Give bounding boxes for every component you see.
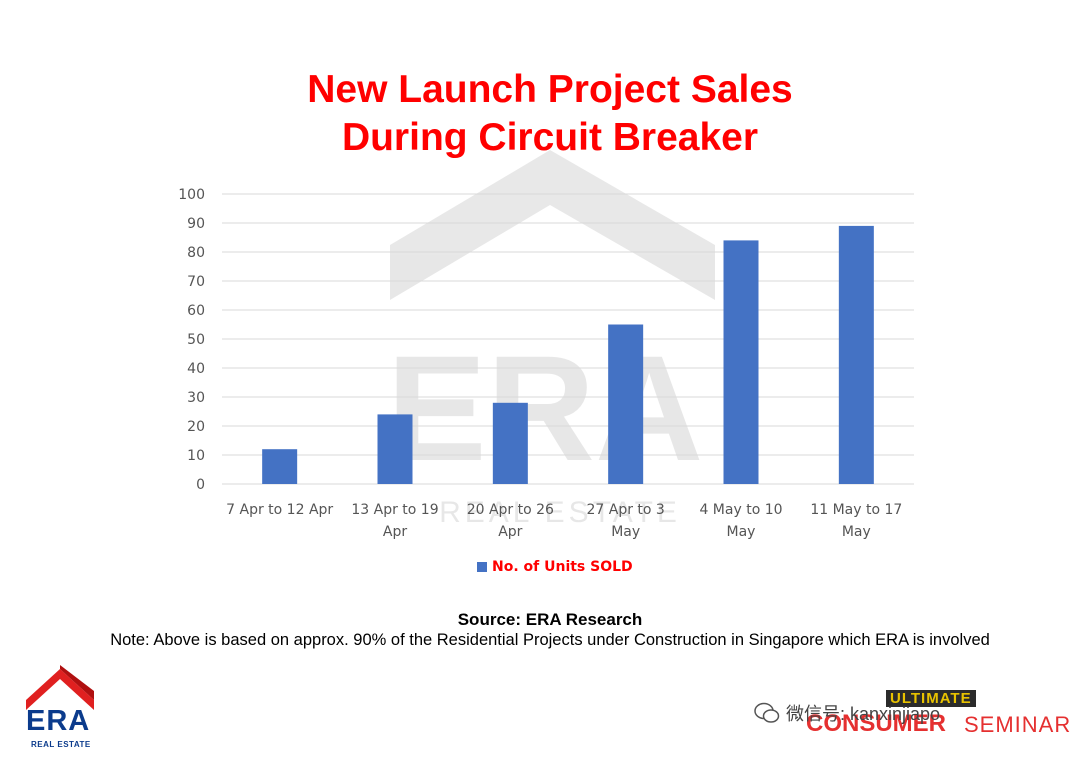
logo-sub: REAL ESTATE xyxy=(31,740,91,749)
x-tick-label: May xyxy=(611,524,640,540)
y-tick-label: 80 xyxy=(187,245,205,261)
watermark-word: ERA xyxy=(387,324,704,492)
title-line-1: New Launch Project Sales xyxy=(307,68,793,111)
seminar-logo: ULTIMATE CONSUMER SEMINAR xyxy=(806,690,1076,745)
x-tick-label: May xyxy=(842,524,871,540)
x-tick-label: 27 Apr to 3 xyxy=(586,502,664,518)
y-tick-label: 70 xyxy=(187,274,205,290)
title-line-2: During Circuit Breaker xyxy=(341,116,759,159)
ultimate-text: ULTIMATE xyxy=(886,690,976,707)
wechat-icon xyxy=(754,702,780,723)
legend: No. of Units SOLD xyxy=(477,557,633,577)
x-tick-label: 7 Apr to 12 Apr xyxy=(226,502,333,518)
x-axis: 7 Apr to 12 Apr 13 Apr to 19 Apr 20 Apr to … xyxy=(226,502,902,540)
bars xyxy=(262,225,874,484)
wechat-watermark: 微信号: kanxinjiapo xyxy=(754,700,940,726)
y-tick-label: 90 xyxy=(187,216,205,232)
note-text: Note: Above is based on approx. 90% of t… xyxy=(110,631,990,649)
bar xyxy=(377,414,413,484)
x-tick-label: 13 Apr to 19 xyxy=(351,502,438,518)
x-tick-label: 4 May to 10 xyxy=(699,502,782,518)
y-tick-label: 10 xyxy=(187,448,205,464)
chart-title: New Launch Project Sales During Circuit … xyxy=(0,66,1080,162)
seminar-text: SEMINAR xyxy=(964,712,1072,737)
grid xyxy=(222,193,914,485)
background-watermark: ERA REAL ESTATE xyxy=(387,150,715,529)
source-text: Source: ERA Research xyxy=(457,610,643,629)
logo-word: ERA xyxy=(26,705,91,737)
watermark-sub: REAL ESTATE xyxy=(439,496,681,529)
x-tick-label: Apr xyxy=(383,524,407,540)
house-roof-icon xyxy=(26,665,94,710)
bar xyxy=(838,225,874,484)
bar xyxy=(723,240,759,484)
y-tick-label: 40 xyxy=(187,361,205,377)
wechat-id-text: 微信号: kanxinjiapo xyxy=(786,704,941,724)
y-tick-label: 0 xyxy=(196,477,205,493)
bar xyxy=(262,449,298,484)
bar xyxy=(492,402,528,484)
y-tick-label: 20 xyxy=(187,419,205,435)
y-tick-label: 100 xyxy=(178,187,205,203)
y-tick-label: 50 xyxy=(187,332,205,348)
y-tick-label: 30 xyxy=(187,390,205,406)
legend-label: No. of Units SOLD xyxy=(492,559,633,575)
y-tick-label: 60 xyxy=(187,303,205,319)
x-tick-label: 11 May to 17 xyxy=(810,502,902,518)
consumer-text: CONSUMER xyxy=(806,710,947,737)
x-tick-label: 20 Apr to 26 xyxy=(467,502,554,518)
legend-swatch xyxy=(477,562,487,572)
y-axis: 0 10 20 30 40 50 60 70 80 90 100 xyxy=(178,187,205,493)
era-logo: ERA REAL ESTATE xyxy=(22,665,102,755)
x-tick-label: May xyxy=(727,524,756,540)
bar xyxy=(608,324,644,484)
x-tick-label: Apr xyxy=(498,524,522,540)
